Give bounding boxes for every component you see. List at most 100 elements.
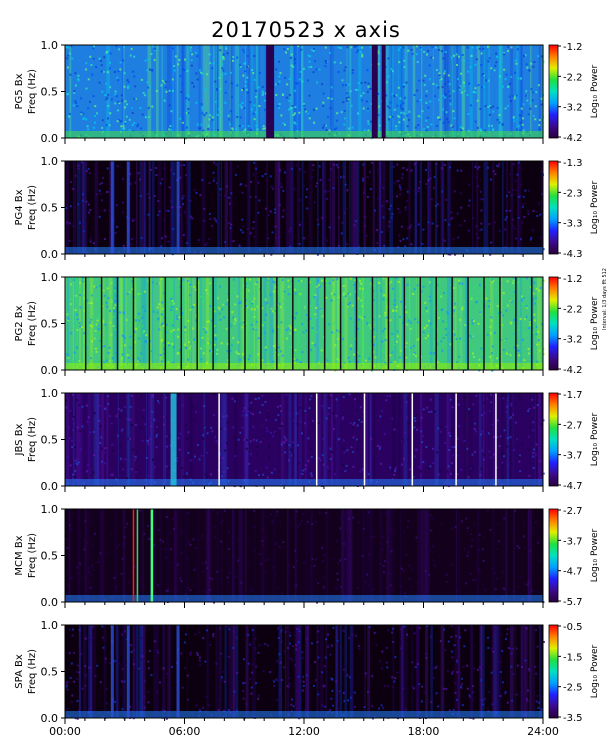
spectrogram-speck: [532, 429, 535, 432]
spectrogram-speck: [174, 55, 177, 58]
spectrogram-speck: [226, 421, 229, 424]
spectrogram-speck: [419, 470, 422, 473]
spectrogram-streak: [245, 45, 248, 138]
spectrogram-speck: [90, 565, 93, 568]
spectrogram-streak: [162, 625, 166, 718]
spectrogram-speck: [513, 290, 516, 293]
spectrogram-speck: [108, 124, 111, 127]
spectrogram-speck: [141, 325, 144, 328]
spectrogram-speck: [237, 438, 240, 441]
spectrogram-speck: [436, 225, 439, 228]
spectrogram-streak: [443, 45, 448, 138]
spectrogram-speck: [220, 522, 223, 525]
spectrogram-speck: [157, 213, 160, 216]
spectrogram-speck: [335, 127, 338, 130]
spectrogram-speck: [539, 469, 542, 472]
spectrogram-speck: [98, 511, 101, 514]
spectrogram-speck: [282, 541, 285, 544]
spectrogram-speck: [460, 685, 463, 688]
spectrogram-streak: [252, 625, 256, 718]
spectrogram-speck: [328, 282, 331, 285]
spectrogram-speck: [407, 319, 410, 322]
spectrogram-speck: [120, 463, 123, 466]
spectrogram-streak: [166, 509, 170, 602]
spectrogram-speck: [297, 45, 300, 48]
spectrogram-speck: [264, 346, 267, 349]
spectrogram-speck: [453, 333, 456, 336]
spectrogram-speck: [385, 298, 388, 301]
spectrogram-speck: [215, 163, 218, 166]
spectrogram-speck: [258, 199, 261, 202]
spectrogram-speck: [178, 577, 181, 580]
spectrogram-speck: [436, 116, 439, 119]
spectrogram-speck: [386, 105, 389, 108]
spectrogram-speck: [362, 527, 365, 530]
spectrogram-speck: [535, 443, 538, 446]
spectrogram-speck: [419, 99, 422, 102]
colorbar-tick-label: -1.5: [563, 652, 583, 663]
spectrogram-speck: [499, 695, 502, 698]
spectrogram-speck: [84, 540, 87, 543]
spectrogram-streak: [530, 393, 535, 486]
spectrogram-streak: [239, 509, 244, 602]
spectrogram-speck: [170, 168, 173, 171]
spectrogram-speck: [304, 468, 307, 471]
spectrogram-speck: [416, 284, 419, 287]
spectrogram-speck: [180, 466, 183, 469]
spectrogram-speck: [363, 129, 366, 132]
spectrogram-streak: [202, 45, 207, 138]
spectrogram-speck: [482, 583, 485, 586]
y-tick-label: 0.5: [41, 550, 59, 563]
spectrogram-speck: [141, 415, 144, 418]
spectrogram-speck: [94, 675, 97, 678]
spectrogram-speck: [391, 287, 394, 290]
spectrogram-speck: [142, 695, 145, 698]
spectrogram-speck: [540, 323, 543, 326]
spectrogram-speck: [371, 705, 374, 708]
spectrogram-speck: [325, 296, 328, 299]
spectrogram-speck: [532, 65, 535, 68]
spectrogram-speck: [249, 180, 252, 183]
spectrogram-speck: [423, 691, 426, 694]
spectrogram-speck: [284, 451, 287, 454]
spectrogram-speck: [335, 414, 338, 417]
spectrogram-speck: [476, 126, 479, 129]
spectrogram-speck: [244, 85, 247, 88]
spectrogram-streak: [93, 393, 96, 486]
spectrogram-speck: [456, 473, 459, 476]
spectrogram-speck: [451, 672, 454, 675]
spectrogram-speck: [415, 530, 418, 533]
spectrogram-speck: [70, 528, 73, 531]
spectrogram-speck: [368, 357, 371, 360]
spectrogram-speck: [255, 287, 258, 290]
spectrogram-streak: [173, 509, 178, 602]
spectrogram-speck: [121, 99, 124, 102]
spectrogram-speck: [115, 351, 118, 354]
spectrogram-speck: [368, 626, 371, 629]
spectrogram-streak: [69, 45, 72, 138]
spectrogram-streak: [537, 277, 541, 370]
spectrogram-streak: [185, 161, 189, 254]
spectrogram-speck: [109, 52, 112, 55]
spectrogram-speck: [518, 460, 521, 463]
spectrogram-streak: [301, 45, 303, 138]
spectrogram-speck: [290, 53, 293, 56]
spectrogram-streak: [221, 509, 223, 602]
spectrogram-speck: [133, 75, 136, 78]
spectrogram-speck: [479, 666, 482, 669]
spectrogram-speck: [204, 660, 207, 663]
spectrogram-speck: [117, 100, 120, 103]
chart-title: 20170523 x axis: [211, 18, 401, 42]
spectrogram-speck: [238, 321, 241, 324]
spectrogram-speck: [87, 78, 90, 81]
spectrogram-streak: [240, 509, 242, 602]
spectrogram-speck: [79, 281, 82, 284]
spectrogram-speck: [409, 327, 412, 330]
spectrogram-streak: [232, 509, 234, 602]
spectrogram-speck: [352, 353, 355, 356]
spectrogram-speck: [524, 659, 527, 662]
spectrogram-speck: [356, 88, 359, 91]
spectrogram-speck: [254, 195, 257, 198]
spectrogram-speck: [287, 279, 290, 282]
spectrogram-speck: [87, 335, 90, 338]
